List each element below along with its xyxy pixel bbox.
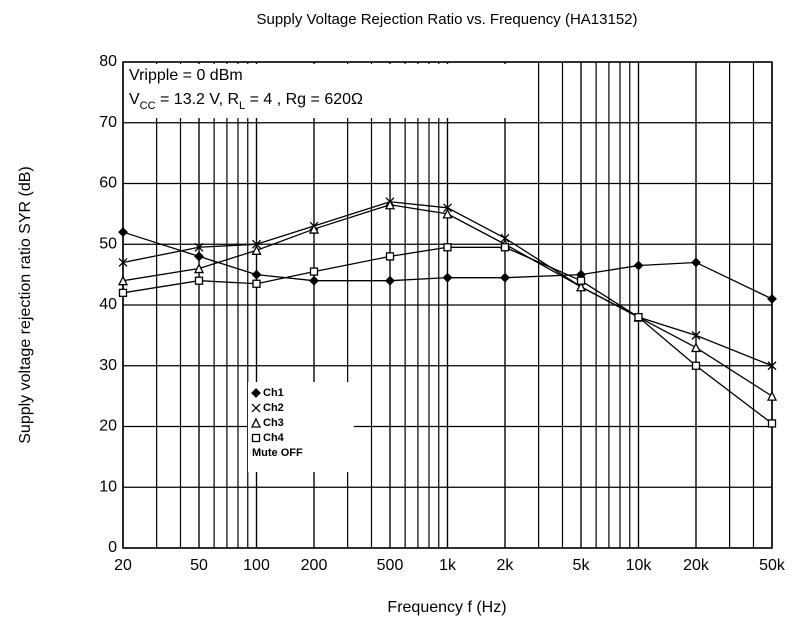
annotation: Vripple = 0 dBm <box>129 67 243 84</box>
y-tick-label: 30 <box>99 357 117 374</box>
annotation-part: = 13.2 V, R <box>156 91 239 108</box>
y-tick-label: 50 <box>99 235 117 252</box>
legend-label: Ch4 <box>263 432 285 444</box>
x-tick-label: 1k <box>439 557 457 574</box>
x-tick-label: 500 <box>377 557 404 574</box>
x-tick-label: 100 <box>243 557 270 574</box>
annotation-bg <box>125 64 515 118</box>
marker <box>766 390 778 401</box>
y-tick-label: 80 <box>99 53 117 70</box>
x-tick-label: 50k <box>759 557 786 574</box>
marker <box>500 243 510 252</box>
y-tick-label: 40 <box>99 296 117 313</box>
marker <box>194 242 204 252</box>
x-tick-label: 200 <box>301 557 328 574</box>
marker <box>575 281 587 292</box>
marker <box>194 276 204 285</box>
marker <box>385 275 395 286</box>
marker <box>385 252 395 261</box>
y-tick-label: 20 <box>99 418 117 435</box>
y-axis-label: Supply voltage rejection ratio SYR (dB) <box>17 166 34 443</box>
y-tick-label: 70 <box>99 114 117 131</box>
x-tick-label: 5k <box>573 557 591 574</box>
marker <box>691 361 701 370</box>
marker <box>442 272 453 283</box>
marker <box>251 403 261 413</box>
legend-label: Ch3 <box>263 417 284 429</box>
marker <box>118 258 128 267</box>
x-tick-label: 10k <box>626 557 653 574</box>
marker <box>118 288 128 298</box>
x-tick-label: 2k <box>497 557 515 574</box>
y-tick-label: 10 <box>99 478 117 495</box>
marker <box>309 267 319 276</box>
marker <box>252 239 261 249</box>
annotation-part: CC <box>140 100 156 112</box>
marker <box>633 260 644 271</box>
marker <box>251 269 262 280</box>
legend-label: Ch1 <box>263 387 284 399</box>
marker <box>308 223 320 234</box>
marker <box>309 275 319 286</box>
marker <box>500 233 510 243</box>
annotation-part: L <box>239 100 245 112</box>
marker <box>193 263 205 274</box>
marker <box>251 388 261 398</box>
y-tick-label: 0 <box>108 539 117 556</box>
marker <box>634 312 643 322</box>
marker <box>250 417 262 428</box>
marker <box>767 419 777 428</box>
marker <box>500 272 510 283</box>
x-tick-label: 20k <box>683 557 710 574</box>
marker <box>251 244 262 255</box>
annotation-part: Vripple = 0 dBm <box>129 67 243 84</box>
marker <box>443 203 452 213</box>
x-tick-label: 50 <box>190 557 208 574</box>
marker <box>691 257 701 268</box>
legend-bg <box>248 382 354 472</box>
marker <box>767 294 777 304</box>
marker <box>691 330 701 340</box>
annotation: VCC = 13.2 V, RL = 4 , Rg = 620Ω <box>129 91 363 112</box>
marker <box>117 275 129 286</box>
plot-frame <box>122 61 773 549</box>
marker <box>767 361 777 371</box>
marker <box>251 433 261 443</box>
annotation-part: = 4 , Rg = 620Ω <box>245 91 363 108</box>
annotation-part: V <box>129 91 140 108</box>
chart-title: Supply Voltage Rejection Ratio vs. Frequ… <box>256 11 637 28</box>
marker <box>252 279 261 288</box>
marker <box>442 208 453 219</box>
legend-note: Mute OFF <box>252 447 303 459</box>
marker <box>194 251 204 262</box>
legend-label: Ch2 <box>263 402 284 414</box>
marker <box>118 227 128 238</box>
x-axis-label: Frequency f (Hz) <box>387 599 506 616</box>
x-tick-label: 20 <box>114 557 132 574</box>
marker <box>443 243 452 252</box>
marker <box>576 276 586 285</box>
y-tick-label: 60 <box>99 175 117 192</box>
marker <box>690 342 702 353</box>
marker <box>384 199 396 210</box>
